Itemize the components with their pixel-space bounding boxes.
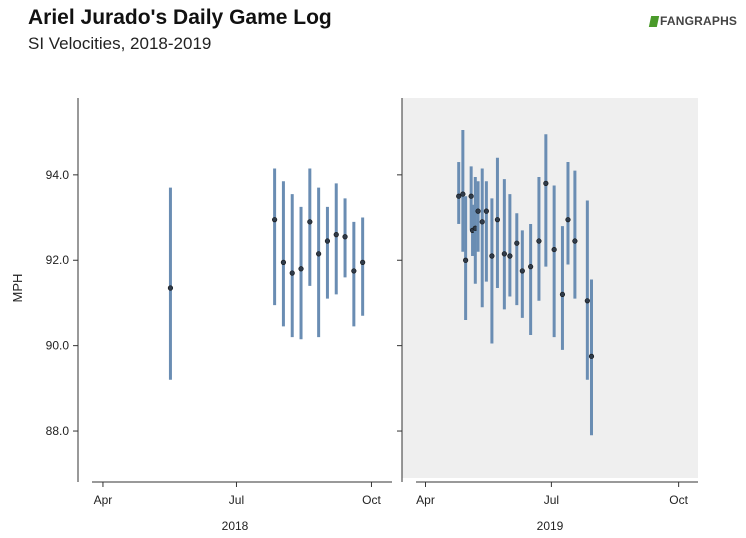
fangraphs-logo-text: FANGRAPHS (660, 14, 738, 28)
x-axis-label: 2018 (222, 519, 249, 533)
velocity-mean-point (298, 266, 304, 272)
x-axis-2018: Apr Jul Oct 2018 (92, 481, 392, 533)
x-tick-label: Oct (362, 493, 381, 507)
velocity-mean-point (351, 268, 357, 274)
velocity-mean-point (501, 251, 507, 257)
velocity-mean-point (342, 234, 348, 240)
velocity-mean-point (514, 240, 520, 246)
velocity-mean-point (489, 253, 495, 259)
y-axis-label: MPH (10, 274, 25, 303)
velocity-mean-point (536, 238, 542, 244)
velocity-mean-point (528, 264, 534, 270)
velocity-mean-point (460, 191, 466, 197)
velocity-mean-point (316, 251, 322, 257)
velocity-mean-point (584, 298, 590, 304)
panel-2019-background (402, 98, 698, 478)
velocity-mean-point (307, 219, 313, 225)
velocity-mean-point (565, 217, 571, 223)
x-tick-label: Oct (669, 493, 688, 507)
x-tick-label: Apr (94, 493, 113, 507)
velocity-mean-point (588, 353, 595, 359)
chart-title: Ariel Jurado's Daily Game Log (28, 6, 332, 29)
velocity-mean-point (543, 180, 549, 186)
velocity-mean-point (333, 232, 339, 238)
y-tick-label: 94.0 (46, 168, 70, 182)
y-tick-label: 90.0 (46, 339, 70, 353)
x-tick-label: Jul (544, 493, 559, 507)
velocity-mean-point (519, 268, 525, 274)
velocity-mean-point (360, 259, 366, 265)
velocity-mean-point (494, 217, 501, 223)
velocity-mean-point (572, 238, 578, 244)
y-axis-2019 (397, 98, 403, 482)
velocity-mean-point (280, 259, 287, 265)
x-axis-label: 2019 (537, 519, 564, 533)
velocity-mean-point (456, 193, 462, 199)
series-2018 (167, 168, 366, 380)
velocity-mean-point (463, 257, 469, 263)
velocity-mean-point (468, 193, 474, 199)
x-tick-label: Apr (416, 493, 435, 507)
velocity-mean-point (167, 285, 174, 291)
velocity-mean-point (475, 208, 481, 214)
velocity-mean-point (324, 238, 331, 244)
y-axis-2018: 88.0 90.0 92.0 94.0 (46, 98, 79, 482)
series-2019 (456, 130, 595, 436)
velocity-mean-point (483, 208, 489, 214)
fangraphs-logo[interactable]: FANGRAPHS (648, 14, 738, 28)
velocity-mean-point (551, 246, 557, 253)
chart-subtitle: SI Velocities, 2018-2019 (28, 34, 212, 53)
velocity-mean-point (272, 217, 278, 223)
velocity-mean-point (479, 219, 485, 225)
y-tick-label: 88.0 (46, 424, 70, 438)
x-axis-2019: Apr Jul Oct 2019 (416, 481, 698, 533)
y-tick-label: 92.0 (46, 253, 70, 267)
x-tick-label: Jul (229, 493, 244, 507)
velocity-mean-point (507, 253, 513, 259)
velocity-mean-point (289, 270, 295, 276)
velocity-mean-point (559, 291, 566, 298)
